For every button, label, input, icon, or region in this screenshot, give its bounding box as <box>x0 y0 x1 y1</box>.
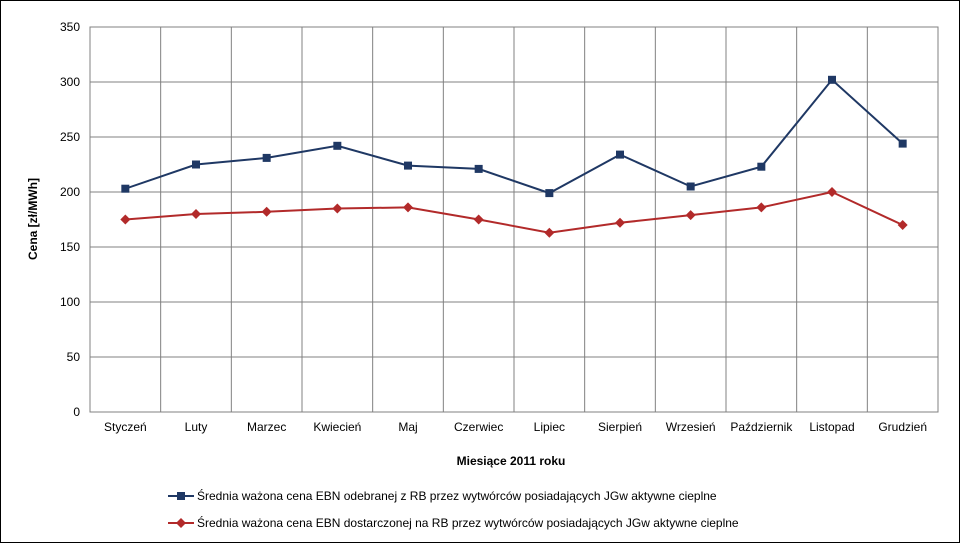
data-point <box>404 161 412 170</box>
x-tick-label: Czerwiec <box>454 420 503 434</box>
x-axis-title: Miesiące 2011 roku <box>457 454 566 468</box>
x-tick-label: Styczeń <box>104 420 147 434</box>
y-tick-label: 50 <box>67 350 81 364</box>
x-tick-label: Październik <box>730 420 793 434</box>
y-tick-label: 300 <box>60 75 80 89</box>
legend-label: Średnia ważona cena EBN odebranej z RB p… <box>197 488 717 503</box>
data-point <box>545 189 554 198</box>
grid-lines <box>89 26 939 413</box>
data-point <box>120 214 131 225</box>
series-line <box>125 78 904 195</box>
data-point <box>403 202 413 213</box>
data-point <box>828 75 836 84</box>
y-tick-label: 100 <box>60 295 80 309</box>
data-point <box>757 162 766 171</box>
x-tick-labels: Styczeń Luty Marzec Kwiecień Maj Czerwiec Lipi… <box>104 420 927 434</box>
data-point <box>897 220 908 230</box>
x-tick-label: Maj <box>398 420 417 434</box>
data-point <box>473 214 484 225</box>
y-tick-label: 200 <box>60 185 80 199</box>
x-tick-label: Listopad <box>809 420 854 434</box>
legend-label: Średnia ważona cena EBN dostarczonej na … <box>197 515 739 530</box>
data-point <box>616 150 624 159</box>
legend-entry: Średnia ważona cena EBN odebranej z RB p… <box>168 488 717 503</box>
y-tick-labels: 0 50 100 150 200 250 300 350 <box>60 20 80 419</box>
x-tick-label: Grudzień <box>878 420 927 434</box>
y-tick-label: 0 <box>73 405 80 419</box>
data-point <box>474 164 483 173</box>
series-lines <box>120 75 908 238</box>
data-point <box>333 141 342 150</box>
x-tick-label: Sierpień <box>598 420 642 434</box>
data-point <box>192 160 200 169</box>
data-point <box>261 206 272 217</box>
data-point <box>827 187 837 197</box>
legend-marker <box>177 492 185 500</box>
y-tick-label: 250 <box>60 130 80 144</box>
data-point <box>544 227 555 238</box>
x-tick-label: Luty <box>185 420 208 434</box>
data-point <box>756 202 767 213</box>
data-point <box>685 210 696 221</box>
y-tick-label: 350 <box>60 20 80 34</box>
series-2 <box>120 187 908 238</box>
legend-marker <box>176 518 186 528</box>
data-point <box>332 203 343 214</box>
plot-area-border <box>89 26 939 413</box>
data-point <box>191 209 201 219</box>
x-tick-label: Marzec <box>247 420 286 434</box>
y-tick-label: 150 <box>60 240 80 254</box>
legend-entry: Średnia ważona cena EBN dostarczonej na … <box>168 515 739 530</box>
data-point <box>898 139 907 148</box>
data-point <box>686 182 695 191</box>
x-tick-label: Lipiec <box>534 420 565 434</box>
data-point <box>262 153 271 162</box>
y-axis-title: Cena [zł/MWh] <box>26 178 40 260</box>
legend: Średnia ważona cena EBN odebranej z RB p… <box>168 488 739 530</box>
data-point <box>121 184 130 193</box>
x-tick-label: Kwiecień <box>313 420 361 434</box>
series-line <box>125 190 904 234</box>
series-1 <box>121 75 907 198</box>
x-tick-label: Wrzesień <box>666 420 716 434</box>
data-point <box>615 217 625 228</box>
